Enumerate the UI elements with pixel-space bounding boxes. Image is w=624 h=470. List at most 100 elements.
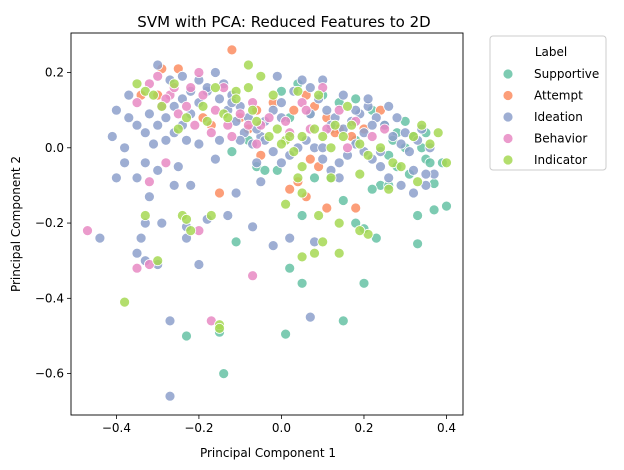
x-tick-label: −0.2 xyxy=(184,421,213,435)
point-ideation-23 xyxy=(148,138,159,150)
point-indicator-51 xyxy=(242,59,254,71)
point-indicator-27 xyxy=(346,119,358,131)
point-ideation-17 xyxy=(106,131,118,142)
point-ideation-43 xyxy=(321,104,333,116)
point-behavior-7 xyxy=(143,176,155,188)
legend-marker-behavior xyxy=(502,133,514,144)
point-supportive-20 xyxy=(358,277,370,289)
point-supportive-3 xyxy=(412,210,424,221)
point-supportive-17 xyxy=(309,172,320,184)
point-ideation-130 xyxy=(420,168,432,180)
point-attempt-21 xyxy=(350,202,362,214)
point-ideation-10 xyxy=(156,217,168,229)
point-indicator-25 xyxy=(325,142,337,154)
point-indicator-58 xyxy=(280,198,292,210)
point-indicator-44 xyxy=(309,247,320,259)
point-indicator-8 xyxy=(172,123,184,135)
point-ideation-38 xyxy=(275,97,287,108)
legend-label-behavior: Behavior xyxy=(534,132,587,146)
point-supportive-28 xyxy=(230,236,242,248)
x-tick-label: 0.2 xyxy=(354,421,373,435)
point-indicator-47 xyxy=(296,161,308,173)
point-indicator-49 xyxy=(284,131,296,142)
point-supportive-1 xyxy=(428,204,440,216)
y-axis-label: Principal Component 2 xyxy=(9,156,23,292)
point-behavior-14 xyxy=(205,127,217,139)
point-behavior-25 xyxy=(366,131,378,142)
point-ideation-103 xyxy=(267,240,279,252)
point-ideation-129 xyxy=(251,157,263,169)
legend-label-supportive: Supportive xyxy=(534,67,599,81)
point-ideation-102 xyxy=(304,311,316,323)
point-ideation-20 xyxy=(123,112,135,124)
point-ideation-104 xyxy=(255,176,267,188)
point-indicator-21 xyxy=(288,146,300,158)
legend-marker-indicator xyxy=(502,154,514,166)
point-behavior-13 xyxy=(189,119,201,131)
x-tick-label: 0.0 xyxy=(272,421,291,435)
point-ideation-93 xyxy=(176,70,188,82)
point-indicator-68 xyxy=(292,85,304,97)
point-ideation-119 xyxy=(214,134,225,146)
point-ideation-90 xyxy=(143,108,155,120)
y-axis-ticks: 0.2 0.0 −0.2 −0.4 −0.6 xyxy=(35,66,71,381)
point-indicator-45 xyxy=(296,251,308,263)
point-indicator-42 xyxy=(313,210,325,221)
point-ideation-101 xyxy=(284,232,296,244)
point-ideation-41 xyxy=(304,82,316,93)
point-supportive-27 xyxy=(181,330,192,342)
point-supportive-49 xyxy=(226,146,238,158)
point-attempt-20 xyxy=(321,202,333,214)
point-supportive-24 xyxy=(280,328,292,340)
point-behavior-26 xyxy=(379,123,391,135)
point-indicator-62 xyxy=(267,89,279,101)
point-indicator-38 xyxy=(383,183,395,195)
point-behavior-31 xyxy=(181,101,192,112)
point-ideation-0 xyxy=(164,390,176,402)
point-indicator-18 xyxy=(263,131,275,142)
point-indicator-26 xyxy=(337,131,349,142)
point-ideation-131 xyxy=(362,93,374,105)
point-indicator-61 xyxy=(209,82,221,93)
point-attempt-23 xyxy=(284,183,296,195)
point-ideation-30 xyxy=(214,93,225,105)
point-ideation-75 xyxy=(267,146,279,158)
point-indicator-35 xyxy=(441,157,452,169)
point-attempt-28 xyxy=(304,153,316,165)
point-supportive-0 xyxy=(441,200,452,212)
point-ideation-60 xyxy=(395,179,407,191)
point-indicator-52 xyxy=(131,78,143,90)
point-ideation-24 xyxy=(160,134,172,146)
point-indicator-17 xyxy=(251,116,263,127)
point-indicator-10 xyxy=(197,101,209,112)
point-indicator-11 xyxy=(205,210,217,221)
x-tick-label: −0.4 xyxy=(102,421,131,435)
legend-entries: Supportive Attempt Ideation Behavior Indicat… xyxy=(502,67,599,167)
point-indicator-60 xyxy=(329,119,341,131)
point-behavior-34 xyxy=(226,131,238,142)
point-ideation-16 xyxy=(119,142,130,154)
legend-marker-ideation xyxy=(502,111,514,123)
y-tick-label: −0.2 xyxy=(35,216,64,230)
point-ideation-59 xyxy=(408,187,419,199)
point-behavior-0 xyxy=(82,225,93,237)
point-supportive-15 xyxy=(337,195,349,206)
point-indicator-7 xyxy=(139,210,151,221)
point-ideation-62 xyxy=(375,161,386,173)
legend: Label Supportive Attempt Ideation Behavior I… xyxy=(489,35,607,171)
point-behavior-20 xyxy=(280,116,292,127)
x-axis-label: Principal Component 1 xyxy=(200,446,336,460)
point-supportive-12 xyxy=(366,183,378,195)
legend-label-ideation: Ideation xyxy=(534,110,583,124)
point-ideation-120 xyxy=(193,138,205,150)
point-ideation-115 xyxy=(408,164,419,176)
point-indicator-32 xyxy=(395,161,407,173)
point-behavior-9 xyxy=(185,82,197,93)
point-ideation-126 xyxy=(181,134,192,146)
point-ideation-100 xyxy=(152,164,164,176)
point-ideation-124 xyxy=(139,157,151,169)
point-behavior-29 xyxy=(152,70,164,82)
point-indicator-2 xyxy=(214,322,225,334)
point-supportive-4 xyxy=(412,238,424,250)
